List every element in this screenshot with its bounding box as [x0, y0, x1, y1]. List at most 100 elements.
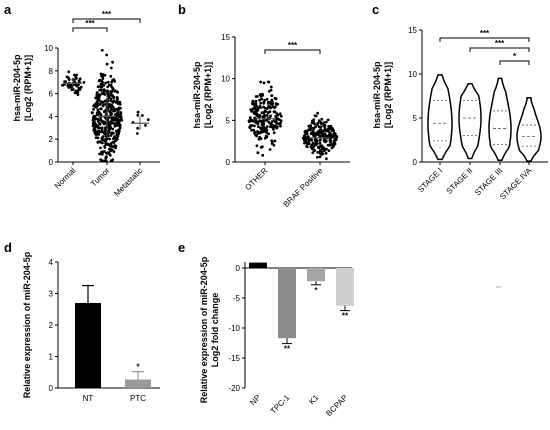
panel-b-point	[261, 153, 265, 157]
panel-a-point	[106, 92, 110, 95]
panel-a-point	[119, 111, 123, 114]
panel-b-y-tick-label: 15	[221, 33, 230, 42]
panel-a-point	[101, 130, 104, 134]
panel-b-point	[267, 80, 271, 84]
panel-a-point	[73, 73, 76, 77]
panel-b-point	[270, 98, 274, 102]
panel-b-point	[250, 124, 254, 127]
panel-b-point	[269, 114, 272, 118]
panel-a-point	[141, 114, 144, 117]
panel-e-x-tick-label: TPC-1	[269, 393, 292, 416]
panel-c-violin: hsa-miR-204-5p [Log2 (RPM+1)] 0 5 10 15 STAG…	[372, 26, 548, 201]
panel-a-point	[106, 85, 110, 89]
panel-e-bar	[249, 262, 267, 268]
panel-a-y-tick-label: 6	[49, 90, 54, 99]
panel-a-point	[74, 89, 78, 93]
panel-b-point	[320, 131, 324, 135]
panel-a-point	[100, 48, 104, 52]
panel-d-bar: Relative expression of miR-204-5p 0 1 2 3 4 N…	[22, 251, 160, 403]
panel-b-point	[253, 124, 256, 128]
panel-a-point	[117, 115, 120, 119]
panel-a-y-tick-label: 0	[49, 158, 54, 167]
panel-e-annotation: *	[314, 286, 318, 295]
panel-b-point	[316, 150, 320, 154]
panel-b-scatter: hsa-miR-204-5p [Log2 (RPM+1)] 0 5 10 15 OTHE…	[192, 33, 350, 209]
panel-c-ylabel-line1: hsa-miR-204-5p	[372, 61, 382, 129]
panel-a-point	[118, 113, 121, 116]
panel-b-point	[259, 126, 262, 129]
panel-b-point	[273, 139, 277, 143]
panel-a-point	[109, 99, 113, 103]
panel-a-point	[136, 110, 140, 114]
panel-d-bar	[125, 379, 151, 388]
panel-b-point	[272, 131, 276, 135]
panel-a-point	[102, 90, 106, 94]
panel-a-point	[95, 93, 99, 96]
panel-a-point	[111, 158, 115, 162]
panel-b-point	[256, 121, 260, 125]
panel-c-sig-label: *	[513, 52, 517, 61]
panel-a-point	[109, 84, 113, 88]
panel-a-point	[109, 142, 113, 145]
panel-c-x-tick-label: STAGE II	[445, 166, 475, 196]
panel-a-point	[112, 107, 116, 110]
panel-a-point	[103, 144, 107, 148]
panel-b-point	[267, 100, 270, 104]
panel-b-point	[279, 124, 282, 128]
panel-a-point	[98, 122, 101, 125]
panel-a-point	[109, 66, 113, 70]
panel-b-point	[311, 147, 314, 151]
panel-b-point	[326, 143, 330, 147]
panel-a-point	[98, 103, 102, 106]
panel-e-bar	[336, 268, 354, 306]
panel-a-point	[82, 81, 86, 84]
panel-b-point	[256, 107, 260, 111]
panel-a-point	[98, 93, 101, 97]
panel-c-sig-label: ***	[480, 29, 490, 38]
panel-c-sig-bracket	[499, 60, 530, 65]
panel-a-point	[100, 119, 104, 123]
panel-a-point	[116, 129, 120, 132]
panel-b-point	[268, 110, 272, 113]
panel-a-point	[118, 120, 121, 123]
panel-b-point	[278, 112, 282, 116]
panel-a-point	[76, 93, 80, 97]
panel-e-ylabel-line1: Relative expression of miR-204-5p	[199, 256, 209, 403]
panel-a-point	[91, 118, 95, 122]
panel-a-point	[109, 126, 112, 129]
panel-a-point	[99, 141, 103, 144]
panel-b-point	[255, 144, 259, 148]
panel-a-point	[95, 130, 99, 134]
panel-b-point	[311, 120, 315, 123]
panel-b-sig-bracket	[264, 49, 321, 54]
panel-b-point	[260, 97, 263, 101]
panel-b-point	[259, 101, 263, 105]
panel-a-point	[78, 80, 81, 84]
panel-c-sig-bracket	[469, 47, 530, 52]
panel-a-point	[90, 111, 94, 115]
panel-b-point	[318, 155, 322, 159]
panel-b-point	[318, 150, 322, 153]
panel-a-point	[98, 130, 101, 134]
panel-b-point	[330, 135, 333, 138]
panel-b-point	[328, 125, 332, 128]
panel-a-point	[105, 53, 109, 57]
panel-a-point	[100, 82, 104, 86]
panel-b-sig-label: ***	[288, 41, 298, 50]
panel-d-ylabel: Relative expression of miR-204-5p	[22, 251, 32, 398]
panel-b-point	[277, 122, 281, 126]
panel-b-point	[267, 132, 270, 136]
panel-b-point	[258, 104, 262, 108]
panel-b-point	[250, 118, 254, 122]
panel-b-point	[323, 129, 327, 133]
panel-e-x-tick-label: K1	[307, 393, 321, 407]
panel-e-x-tick-label: NP	[248, 393, 262, 407]
panel-b-point	[316, 131, 320, 134]
panel-b-point	[263, 136, 267, 140]
panel-a-point	[111, 78, 114, 82]
panel-e-bar: Relative expression of miR-204-5p Log2 f…	[199, 256, 354, 418]
panel-b-point	[312, 145, 315, 149]
panel-a-point	[99, 146, 102, 150]
panel-b-point	[262, 111, 266, 114]
panel-a-point	[115, 124, 119, 127]
